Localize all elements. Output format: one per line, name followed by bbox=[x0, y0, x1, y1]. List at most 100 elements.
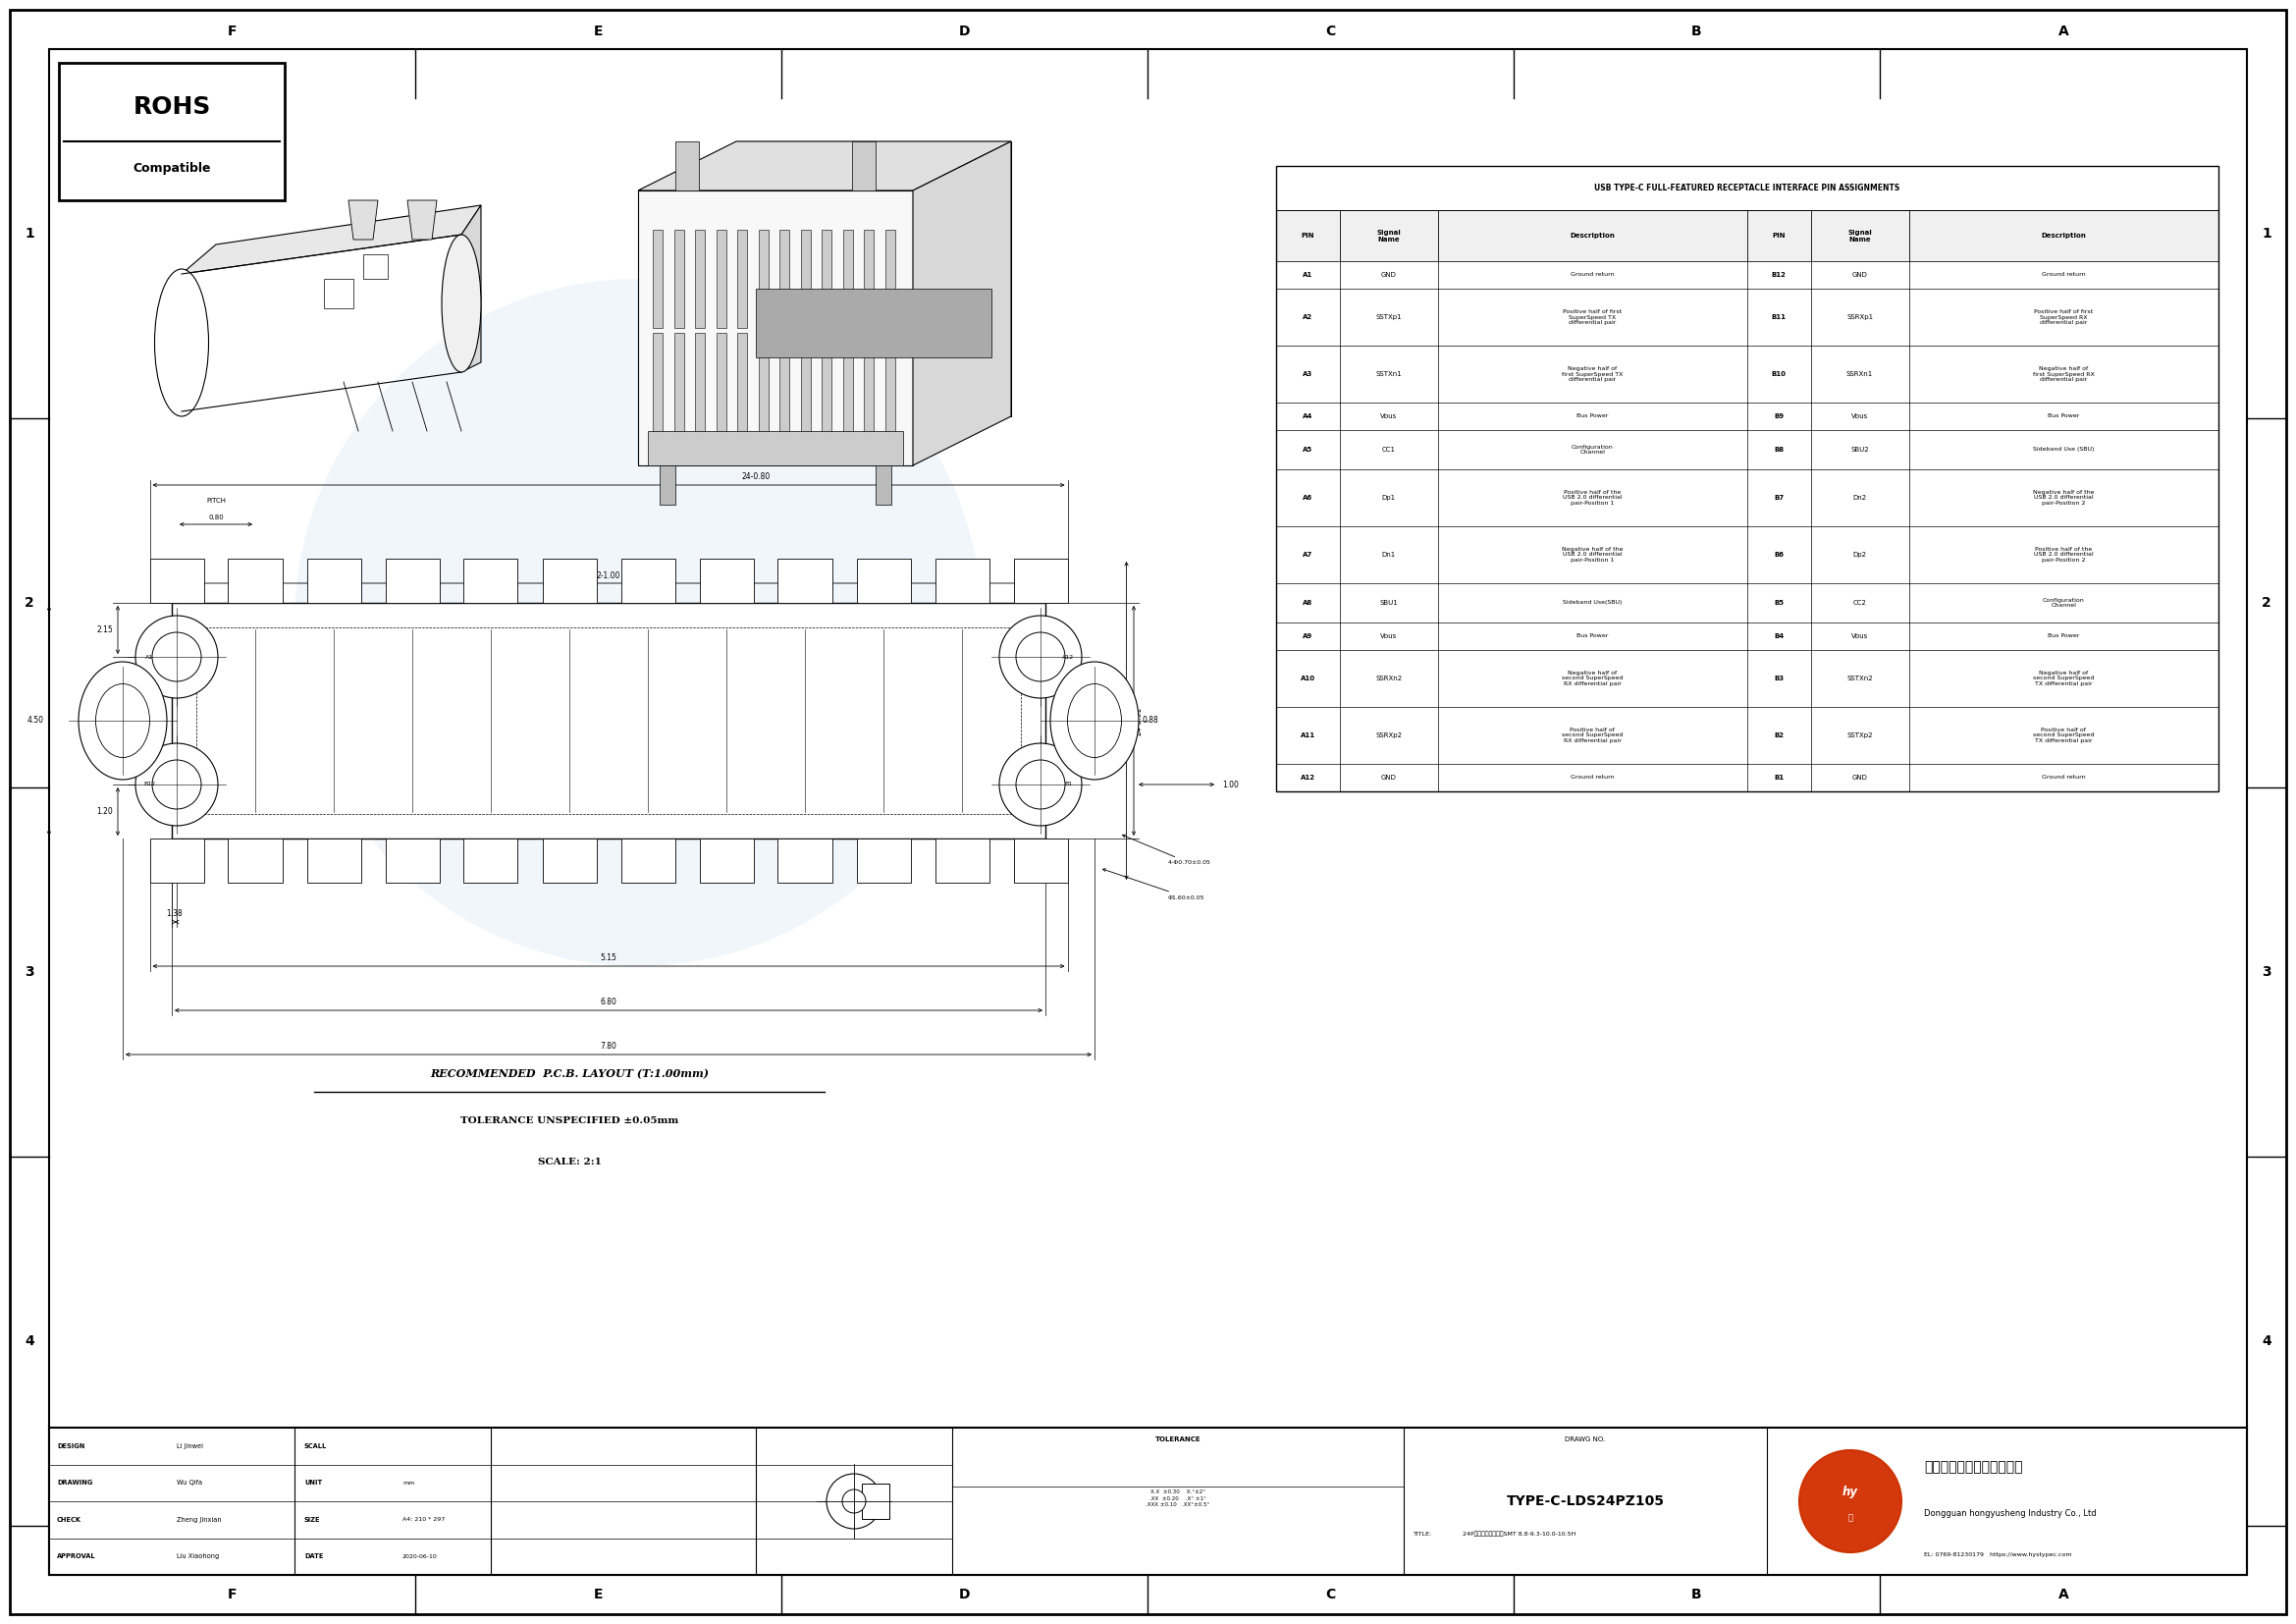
Text: 0.80: 0.80 bbox=[209, 515, 223, 520]
Bar bbox=[542, 559, 597, 603]
Text: B8: B8 bbox=[1775, 447, 1784, 453]
Text: UNIT: UNIT bbox=[305, 1479, 321, 1486]
Bar bbox=[696, 333, 705, 430]
Text: A11: A11 bbox=[1300, 732, 1316, 739]
Text: 1: 1 bbox=[25, 227, 34, 240]
Bar bbox=[934, 838, 990, 883]
Text: Negative half of the
USB 2.0 differential
pair-Position 1: Negative half of the USB 2.0 differentia… bbox=[1561, 547, 1623, 562]
Bar bbox=[659, 466, 675, 505]
Text: Description: Description bbox=[2041, 232, 2087, 239]
Text: DRAWING: DRAWING bbox=[57, 1479, 92, 1486]
Text: Sideband Use (SBU): Sideband Use (SBU) bbox=[2032, 447, 2094, 451]
Text: GND: GND bbox=[1853, 775, 1867, 781]
Bar bbox=[48, 1427, 2248, 1575]
Bar bbox=[778, 229, 790, 328]
Text: CC1: CC1 bbox=[1382, 447, 1396, 453]
Text: B11: B11 bbox=[1773, 313, 1786, 320]
Ellipse shape bbox=[441, 234, 480, 372]
Text: PITCH: PITCH bbox=[207, 499, 225, 503]
Bar bbox=[716, 229, 726, 328]
Ellipse shape bbox=[294, 279, 983, 966]
Text: B2: B2 bbox=[1775, 732, 1784, 739]
Bar bbox=[1277, 583, 2218, 622]
Text: Vbus: Vbus bbox=[1380, 633, 1396, 640]
Text: Negative half of
first SuperSpeed TX
differential pair: Negative half of first SuperSpeed TX dif… bbox=[1561, 367, 1623, 382]
Bar bbox=[1013, 559, 1068, 603]
Text: A12: A12 bbox=[1063, 654, 1075, 659]
Text: 2: 2 bbox=[2262, 596, 2271, 609]
Circle shape bbox=[827, 1473, 882, 1528]
Text: 24-0.80: 24-0.80 bbox=[742, 473, 769, 481]
Text: SCALE: 2:1: SCALE: 2:1 bbox=[537, 1158, 602, 1168]
Polygon shape bbox=[181, 205, 480, 274]
Text: SBU2: SBU2 bbox=[1851, 447, 1869, 453]
Text: B7: B7 bbox=[1775, 495, 1784, 500]
Text: B12: B12 bbox=[142, 783, 156, 788]
Text: APPROVAL: APPROVAL bbox=[57, 1554, 96, 1559]
Text: 1: 1 bbox=[2262, 227, 2271, 240]
Text: Positive half of
second SuperSpeed
RX differential pair: Positive half of second SuperSpeed RX di… bbox=[1561, 728, 1623, 744]
Text: SSTXp2: SSTXp2 bbox=[1846, 732, 1874, 739]
Text: E: E bbox=[595, 24, 604, 39]
Bar bbox=[308, 559, 360, 603]
Bar bbox=[801, 333, 810, 430]
Bar bbox=[755, 289, 992, 357]
Bar bbox=[778, 838, 831, 883]
Text: 华: 华 bbox=[1848, 1514, 1853, 1522]
Text: SBU1: SBU1 bbox=[1380, 599, 1398, 606]
Text: DRAWG NO.: DRAWG NO. bbox=[1566, 1437, 1605, 1442]
Text: 2-1.00: 2-1.00 bbox=[597, 572, 620, 580]
Text: Vbus: Vbus bbox=[1380, 414, 1396, 419]
Polygon shape bbox=[461, 205, 480, 372]
Bar bbox=[675, 333, 684, 430]
Text: Signal
Name: Signal Name bbox=[1378, 229, 1401, 242]
Text: 2: 2 bbox=[25, 596, 34, 609]
Bar bbox=[843, 229, 852, 328]
Polygon shape bbox=[349, 200, 379, 240]
Text: X.X  ±0.30    X.°±2°
.XX  ±0.20    .X° ±1°
.XXX ±0.10   .XX°±0.5°: X.X ±0.30 X.°±2° .XX ±0.20 .X° ±1° .XXX … bbox=[1146, 1489, 1210, 1507]
Bar bbox=[875, 466, 891, 505]
Text: A10: A10 bbox=[1300, 676, 1316, 682]
Bar bbox=[737, 333, 746, 430]
Text: B1: B1 bbox=[1775, 775, 1784, 781]
Bar bbox=[758, 229, 769, 328]
Text: A8: A8 bbox=[1302, 599, 1313, 606]
Text: 0.88: 0.88 bbox=[1141, 716, 1157, 724]
Text: TOLERANCE: TOLERANCE bbox=[1155, 1437, 1201, 1442]
Text: Liu Xiaohong: Liu Xiaohong bbox=[177, 1554, 218, 1559]
Text: SSTXn2: SSTXn2 bbox=[1846, 676, 1874, 682]
Text: 24P立式贴片四脚插板SMT 8.8-9.3-10.0-10.5H: 24P立式贴片四脚插板SMT 8.8-9.3-10.0-10.5H bbox=[1463, 1531, 1575, 1536]
Bar bbox=[1013, 838, 1068, 883]
Text: D: D bbox=[960, 1588, 971, 1601]
Text: SSTXp1: SSTXp1 bbox=[1375, 313, 1401, 320]
Text: TITLE:: TITLE: bbox=[1414, 1531, 1433, 1536]
Bar bbox=[1277, 430, 2218, 469]
Bar bbox=[60, 63, 285, 200]
Circle shape bbox=[1015, 632, 1065, 682]
Text: Positive half of the
USB 2.0 differential
pair-Position 1: Positive half of the USB 2.0 differentia… bbox=[1564, 490, 1623, 505]
Bar bbox=[675, 229, 684, 328]
Bar bbox=[801, 229, 810, 328]
Text: SSRXn2: SSRXn2 bbox=[1375, 676, 1403, 682]
Text: 24-0.91: 24-0.91 bbox=[1134, 706, 1143, 736]
Bar bbox=[843, 333, 852, 430]
Text: A3: A3 bbox=[1302, 372, 1313, 377]
Text: F: F bbox=[227, 1588, 236, 1601]
Bar bbox=[652, 229, 664, 328]
Circle shape bbox=[152, 760, 202, 809]
Text: A6: A6 bbox=[1302, 495, 1313, 500]
Bar bbox=[386, 559, 439, 603]
Text: B: B bbox=[1692, 1588, 1701, 1601]
Bar bbox=[1277, 403, 2218, 430]
Bar bbox=[852, 141, 875, 190]
Bar bbox=[363, 255, 388, 279]
Text: RECOMMENDED  P.C.B. LAYOUT (T:1.00mm): RECOMMENDED P.C.B. LAYOUT (T:1.00mm) bbox=[429, 1069, 709, 1080]
Text: SSRXp1: SSRXp1 bbox=[1846, 313, 1874, 320]
Text: Positive half of first
SuperSpeed TX
differential pair: Positive half of first SuperSpeed TX dif… bbox=[1564, 310, 1621, 325]
Text: 3: 3 bbox=[25, 965, 34, 979]
Text: Dp2: Dp2 bbox=[1853, 552, 1867, 557]
Text: Bus Power: Bus Power bbox=[2048, 633, 2080, 638]
Text: Signal
Name: Signal Name bbox=[1848, 229, 1871, 242]
Text: Negative half of
first SuperSpeed RX
differential pair: Negative half of first SuperSpeed RX dif… bbox=[2032, 367, 2094, 382]
Text: B12: B12 bbox=[1773, 271, 1786, 278]
